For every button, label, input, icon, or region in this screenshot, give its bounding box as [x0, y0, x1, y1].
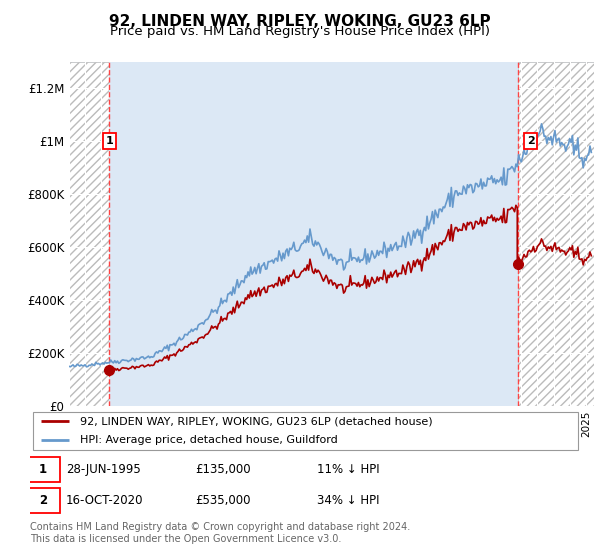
FancyBboxPatch shape	[26, 488, 60, 514]
Text: 1: 1	[106, 136, 113, 146]
Text: £535,000: £535,000	[196, 494, 251, 507]
Bar	[109, 62, 518, 406]
Text: 11% ↓ HPI: 11% ↓ HPI	[317, 463, 380, 476]
Text: 1: 1	[38, 463, 47, 476]
Text: 2: 2	[38, 494, 47, 507]
Text: 28-JUN-1995: 28-JUN-1995	[66, 463, 140, 476]
FancyBboxPatch shape	[33, 412, 578, 450]
Bar	[69, 62, 109, 406]
Text: 92, LINDEN WAY, RIPLEY, WOKING, GU23 6LP (detached house): 92, LINDEN WAY, RIPLEY, WOKING, GU23 6LP…	[80, 417, 433, 426]
Bar	[518, 62, 594, 406]
Text: Price paid vs. HM Land Registry's House Price Index (HPI): Price paid vs. HM Land Registry's House …	[110, 25, 490, 38]
Text: Contains HM Land Registry data © Crown copyright and database right 2024.
This d: Contains HM Land Registry data © Crown c…	[30, 522, 410, 544]
Text: 92, LINDEN WAY, RIPLEY, WOKING, GU23 6LP: 92, LINDEN WAY, RIPLEY, WOKING, GU23 6LP	[109, 14, 491, 29]
Text: 2: 2	[527, 136, 535, 146]
Text: 16-OCT-2020: 16-OCT-2020	[66, 494, 143, 507]
Text: HPI: Average price, detached house, Guildford: HPI: Average price, detached house, Guil…	[80, 435, 337, 445]
Text: £135,000: £135,000	[196, 463, 251, 476]
FancyBboxPatch shape	[26, 457, 60, 482]
Text: 34% ↓ HPI: 34% ↓ HPI	[317, 494, 380, 507]
